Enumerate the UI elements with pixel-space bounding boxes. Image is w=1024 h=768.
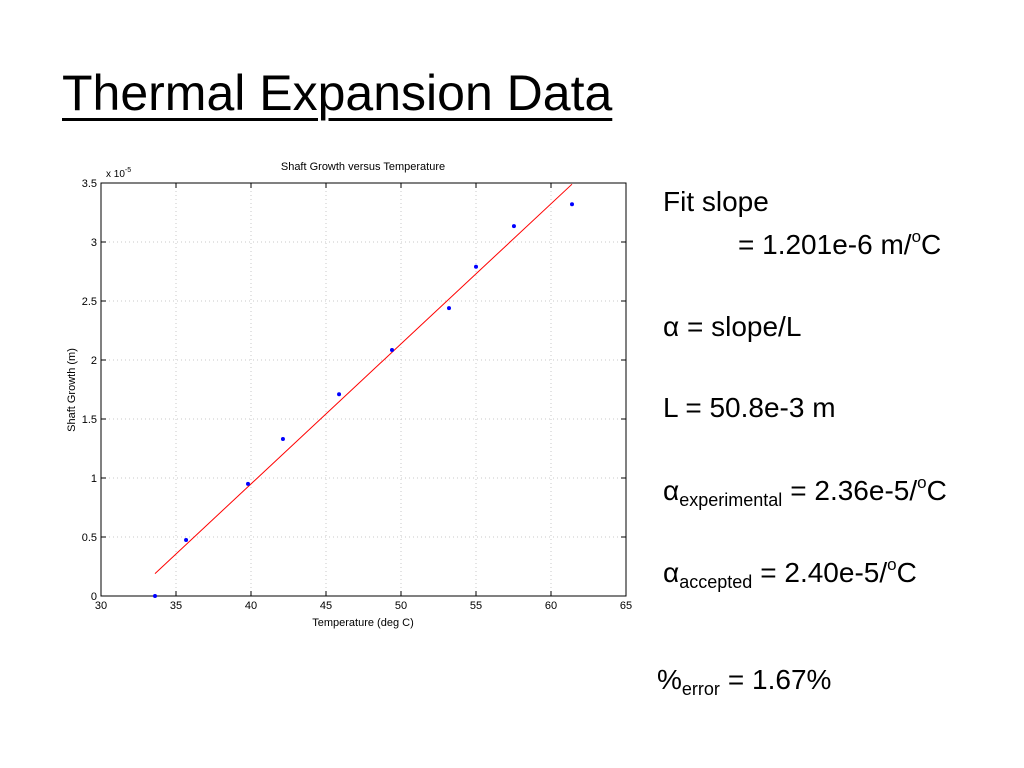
y-tick-label: 0.5 [82, 532, 97, 544]
subscript: accepted [679, 572, 753, 592]
x-tick-label: 30 [95, 600, 107, 612]
x-tick-label: 45 [320, 600, 332, 612]
y-multiplier: x 10-5 [106, 167, 131, 180]
y-tick-label: 2 [91, 355, 97, 367]
superscript: -5 [125, 167, 131, 174]
text: x 10 [106, 169, 125, 180]
y-tick-label: 3.5 [82, 178, 97, 190]
superscript: o [917, 473, 927, 492]
x-tick-label: 35 [170, 600, 182, 612]
superscript: o [911, 227, 922, 246]
data-point [390, 347, 394, 352]
data-point [184, 537, 189, 542]
text: = 2.36e-5/ [790, 475, 918, 506]
y-tick-label: 0 [91, 591, 97, 603]
x-tick-label: 65 [620, 600, 632, 612]
slide-title: Thermal Expansion Data [62, 65, 613, 121]
alpha-definition: α = slope/L [663, 311, 802, 342]
text: C [926, 475, 947, 506]
x-tick-label: 50 [395, 600, 407, 612]
chart-title: Shaft Growth versus Temperature [281, 161, 445, 173]
subscript: experimental [679, 490, 783, 510]
chart: Shaft Growth versus Temperature Temperat… [66, 161, 632, 629]
data-point [474, 264, 478, 269]
percent-error: %error = 1.67% [657, 664, 832, 699]
text: C [896, 557, 917, 588]
x-axis-label: Temperature (deg C) [312, 617, 414, 629]
text: α [663, 475, 680, 506]
text: % [657, 664, 682, 695]
subscript: error [681, 679, 720, 699]
y-tick-label: 2.5 [82, 296, 97, 308]
data-point [280, 437, 285, 442]
data-point [570, 202, 574, 207]
data-point [337, 392, 342, 397]
fit-line [154, 183, 573, 574]
y-tick-label: 3 [91, 237, 97, 249]
y-tick-label: 1.5 [82, 414, 97, 426]
data-point [246, 481, 250, 486]
text: C [921, 229, 942, 260]
text: α [663, 557, 680, 588]
plot-frame [100, 182, 627, 597]
alpha-experimental: αexperimental = 2.36e-5/oC [663, 474, 947, 509]
text: = 1.201e-6 m/ [738, 229, 912, 260]
text: = 2.40e-5/ [760, 557, 888, 588]
data-point [447, 306, 451, 311]
length: L = 50.8e-3 m [663, 392, 836, 423]
data-point [511, 224, 516, 229]
alpha-accepted: αaccepted = 2.40e-5/oC [663, 556, 917, 591]
x-tick-label: 55 [470, 600, 482, 612]
x-tick-label: 40 [245, 600, 257, 612]
y-tick-label: 1 [91, 473, 97, 485]
x-tick-label: 60 [545, 600, 557, 612]
fit-label: Fit slope [663, 186, 769, 217]
data-point [153, 594, 157, 598]
fit-value: = 1.201e-6 m/oC [738, 228, 941, 259]
y-axis-label: Shaft Growth (m) [66, 348, 78, 432]
text: = 1.67% [727, 664, 832, 695]
superscript: o [887, 555, 897, 574]
